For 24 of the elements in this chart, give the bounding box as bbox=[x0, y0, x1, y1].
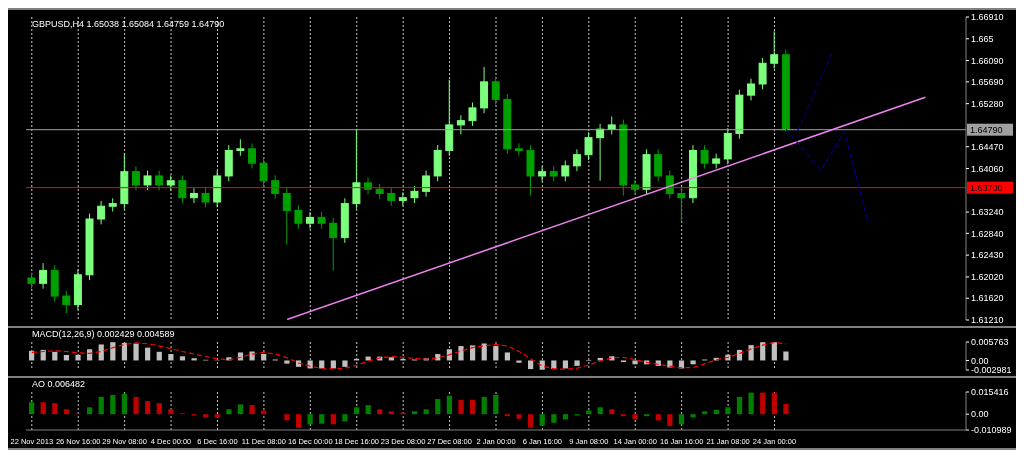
y-tick-label: 1.65690 bbox=[971, 77, 1004, 88]
y-tick-label: 1.63240 bbox=[971, 207, 1004, 218]
y-tick-label: 0.00 bbox=[971, 355, 989, 366]
chart-title: GBPUSD,H4 1.65038 1.65084 1.64759 1.64790 bbox=[31, 19, 226, 30]
y-tick-label: 1.64060 bbox=[971, 163, 1004, 174]
y-tick-label: 0.00 bbox=[971, 409, 989, 420]
y-tick-label: 1.66910 bbox=[971, 12, 1004, 23]
y-tick-label: 1.665 bbox=[971, 33, 994, 44]
y-tick-label: 1.66090 bbox=[971, 55, 1004, 66]
chart-title: MACD(12,26,9) 0.002429 0.004589 bbox=[31, 329, 176, 340]
y-tick-label: 1.61620 bbox=[971, 293, 1004, 304]
y-tick-label: 1.64470 bbox=[971, 141, 1004, 152]
ref-line-label: 1.64790 bbox=[970, 125, 1003, 136]
y-tick-label: 0.015416 bbox=[971, 387, 1009, 398]
y-tick-label: -0.010989 bbox=[971, 425, 1012, 436]
y-tick-label: 1.61210 bbox=[971, 315, 1004, 326]
y-tick-label: 1.65280 bbox=[971, 98, 1004, 109]
y-tick-label: 1.62430 bbox=[971, 250, 1004, 261]
chart-title: AO 0.006482 bbox=[31, 379, 87, 390]
ref-line-label: 1.63700 bbox=[970, 183, 1003, 194]
y-tick-label: 1.62020 bbox=[971, 272, 1004, 283]
y-tick-label: 1.62840 bbox=[971, 228, 1004, 239]
y-tick-label: -0.002981 bbox=[971, 365, 1012, 376]
y-tick-label: 0.005763 bbox=[971, 337, 1009, 348]
